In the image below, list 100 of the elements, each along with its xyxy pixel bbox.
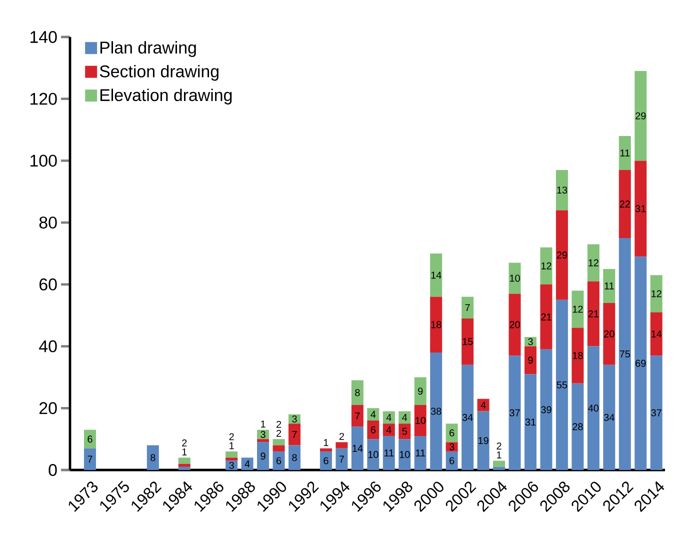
data-label: 6 (370, 426, 376, 434)
bar (556, 170, 568, 210)
data-label: 31 (635, 205, 646, 212)
data-label: 21 (541, 313, 552, 320)
data-label: 1 (182, 448, 187, 456)
data-label: 19 (478, 437, 488, 444)
bar (508, 262, 521, 294)
y-tick-label: 120 (30, 92, 57, 105)
bar (462, 296, 474, 318)
bar (398, 411, 411, 424)
data-label: 29 (556, 252, 568, 259)
data-label: 22 (620, 200, 630, 208)
bar (446, 424, 458, 442)
bar (650, 275, 662, 312)
bar (618, 136, 631, 170)
bar (524, 374, 536, 470)
data-label: 10 (510, 274, 520, 282)
data-label: 11 (416, 450, 426, 456)
data-label: 1 (230, 442, 234, 450)
bar (477, 411, 490, 470)
y-tick-label: 20 (40, 402, 57, 414)
data-label: 1 (497, 452, 502, 458)
bar (587, 244, 600, 282)
bar (508, 294, 521, 356)
bar (556, 300, 568, 470)
bar (414, 377, 426, 406)
data-label: 21 (588, 310, 598, 318)
bar (351, 380, 364, 406)
bar (540, 247, 552, 284)
bar (398, 439, 411, 470)
bar (524, 346, 536, 374)
data-label: 3 (292, 415, 297, 422)
data-label: 7 (355, 412, 360, 420)
data-label: 37 (651, 409, 662, 416)
data-label: 4 (386, 414, 392, 421)
bar (320, 451, 332, 470)
data-label: 11 (620, 150, 630, 156)
bar (462, 318, 474, 365)
data-label: 1 (261, 420, 266, 428)
data-label: 11 (384, 450, 394, 456)
data-label: 4 (386, 426, 392, 434)
bar (226, 451, 238, 458)
data-label: 7 (339, 456, 344, 463)
data-label: 34 (462, 414, 473, 421)
bar (650, 356, 662, 470)
y-tick-label: 140 (30, 31, 57, 43)
bar (257, 442, 270, 470)
data-label: 9 (260, 452, 266, 460)
data-label: 7 (292, 431, 297, 438)
y-tick-label: 100 (30, 154, 57, 167)
y-tick-label: 40 (39, 340, 57, 352)
bar (272, 445, 285, 452)
data-label: 75 (620, 350, 630, 358)
bar (540, 349, 552, 470)
data-label: 9 (528, 356, 533, 364)
data-label: 15 (462, 338, 473, 346)
data-label: 12 (541, 262, 552, 270)
data-label: 28 (572, 423, 583, 430)
data-label: 3 (260, 430, 266, 438)
bar (572, 290, 584, 328)
data-label: 2 (182, 439, 187, 446)
data-label: 13 (557, 186, 568, 194)
data-label: 10 (416, 416, 426, 424)
data-label: 12 (572, 306, 583, 313)
data-label: 3 (229, 462, 234, 469)
bar (446, 442, 458, 452)
data-label: 6 (450, 429, 454, 436)
data-label: 14 (352, 444, 363, 452)
bar (241, 458, 254, 470)
data-label: 1 (324, 439, 328, 446)
bar (462, 364, 474, 470)
bar (414, 436, 426, 470)
bar (367, 408, 380, 421)
data-label: 6 (324, 457, 328, 464)
data-label: 8 (150, 454, 156, 462)
bar (351, 426, 364, 470)
bar (430, 296, 442, 352)
data-label: 20 (510, 321, 520, 328)
bar (618, 238, 631, 470)
bar (367, 420, 380, 440)
data-label: 12 (652, 290, 662, 298)
data-label: 4 (244, 460, 250, 468)
data-label: 4 (402, 414, 408, 421)
data-label: 2 (339, 432, 344, 440)
data-label: 2 (276, 430, 282, 437)
bar (493, 466, 506, 470)
bar (556, 210, 568, 300)
legend-label: Elevation drawing (100, 88, 232, 104)
bar (272, 451, 285, 470)
bar (382, 411, 395, 424)
bar (288, 445, 301, 470)
bar (272, 439, 285, 446)
bar (524, 337, 536, 346)
data-label: 29 (636, 112, 646, 120)
bar (178, 464, 190, 467)
bar (398, 424, 411, 440)
data-label: 31 (525, 418, 536, 426)
data-label: 37 (510, 409, 520, 416)
legend-label: Plan drawing (100, 41, 196, 57)
data-label: 11 (604, 282, 614, 290)
